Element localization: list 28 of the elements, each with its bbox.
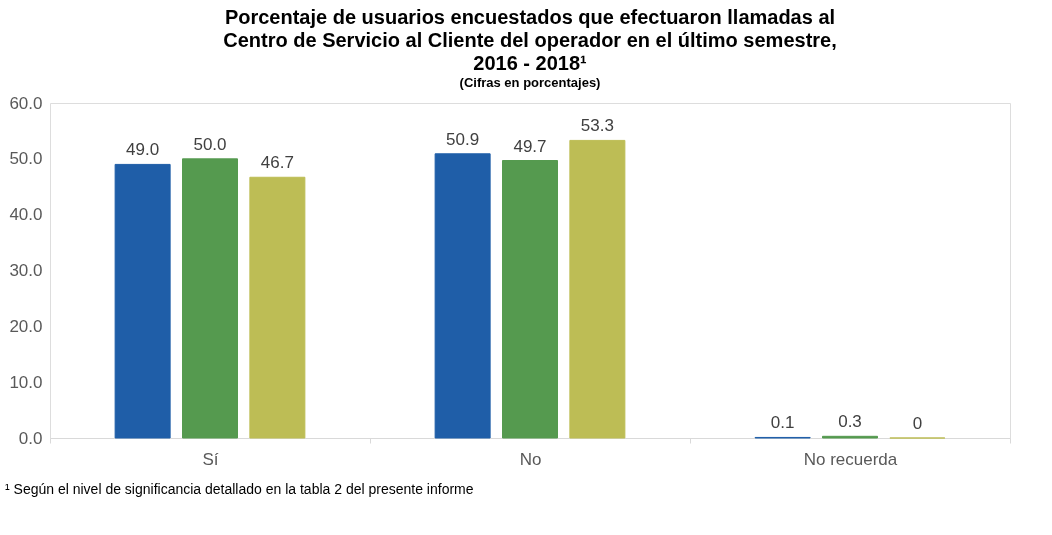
bar <box>434 153 491 439</box>
data-label: 49.7 <box>513 136 547 156</box>
data-label: 0.1 <box>770 413 795 433</box>
y-tick-label: 20.0 <box>9 316 43 336</box>
bar <box>502 160 558 439</box>
x-tick-label: No recuerda <box>803 449 898 469</box>
x-tick-label: No <box>519 449 542 469</box>
data-label: 0.3 <box>838 412 862 432</box>
y-tick-label: 30.0 <box>9 261 43 280</box>
text: ¹ Según el nivel de significancia detallado en la tabla 2 del presente informe <box>5 481 474 497</box>
chart-title: Porcentaje de usuarios encuestados que efectuaron llamadas al Centro de Servicio al Cliente del operador en el último semestre, 2016 - 2018¹ <box>223 6 837 74</box>
data-label: 50.9 <box>446 129 480 149</box>
y-tick-label: 60.0 <box>9 93 43 113</box>
chart-subtitle: (Cifras en porcentajes) <box>459 75 601 90</box>
y-tick-label: 40.0 <box>9 205 43 225</box>
x-tick-label: Sí <box>202 449 219 469</box>
y-tick-label: 10.0 <box>9 372 43 392</box>
y-tick-label: 0.0 <box>18 428 43 448</box>
data-label: 53.3 <box>580 116 614 136</box>
data-label: 49.0 <box>126 140 160 160</box>
data-label: 0 <box>912 414 923 433</box>
data-label: 50.0 <box>193 134 227 154</box>
bar <box>569 139 626 439</box>
y-tick-label: 50.0 <box>9 149 43 169</box>
data-label: 46.7 <box>260 153 294 173</box>
bar <box>114 163 171 439</box>
bar <box>182 158 238 439</box>
bar <box>249 176 306 439</box>
